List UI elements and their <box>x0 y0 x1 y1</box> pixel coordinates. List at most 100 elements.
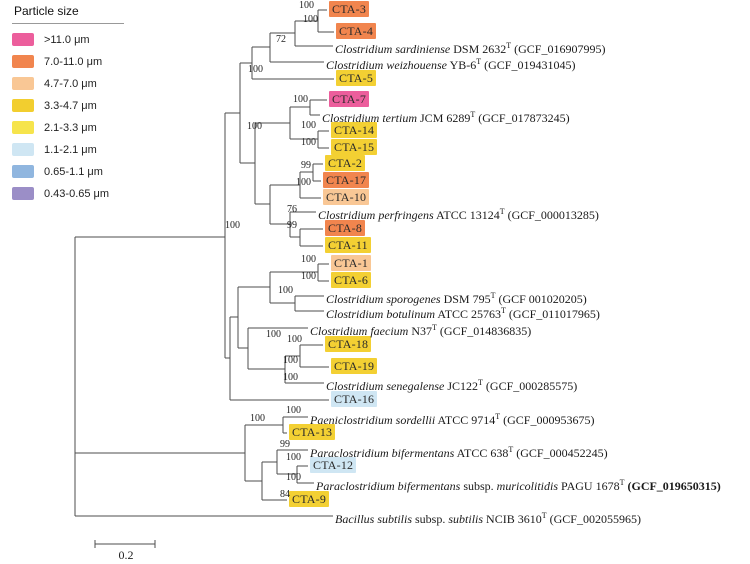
type-strain-superscript: T <box>478 378 483 387</box>
bootstrap-value: 76 <box>287 204 297 215</box>
cta-highlight: CTA-2 <box>325 155 366 171</box>
accession-number: (GCF_017873245) <box>475 111 570 125</box>
strain-id: N37 <box>408 324 433 338</box>
legend-swatch <box>12 187 34 200</box>
strain-id: YB-6 <box>447 58 477 72</box>
species-name: Clostridium weizhouense <box>326 58 448 72</box>
subsp-prefix: subsp. <box>460 479 497 493</box>
cta-highlight: CTA-8 <box>325 220 366 236</box>
strain-id: JC122 <box>444 379 479 393</box>
bootstrap-value: 100 <box>225 220 240 231</box>
subspecies-name: subtilis <box>448 512 484 526</box>
cta-highlight: CTA-5 <box>336 70 377 86</box>
species-name: Bacillus subtilis <box>335 512 413 526</box>
legend-swatch <box>12 33 34 46</box>
accession-number: (GCF_011017965) <box>505 307 600 321</box>
strain-id: ATCC 25763 <box>435 307 502 321</box>
species-name: Clostridium perfringens <box>318 208 434 222</box>
type-strain-superscript: T <box>495 412 501 421</box>
type-strain-superscript: T <box>432 323 437 332</box>
legend-item: >11.0 μm <box>12 33 124 46</box>
accession-number: (GCF_000452245) <box>513 446 608 460</box>
legend-item-label: 2.1-3.3 μm <box>44 121 97 134</box>
accession-number: (GCF_019650315) <box>624 479 721 493</box>
legend-item-label: 1.1-2.1 μm <box>44 143 97 156</box>
cta-highlight: CTA-13 <box>289 424 336 440</box>
taxon-label-bacillus-subtilis: Bacillus subtilis subsp. subtilis NCIB 3… <box>335 509 641 526</box>
type-strain-superscript: T <box>470 110 476 119</box>
taxon-label-clostridium-botulinum: Clostridium botulinum ATCC 25763T (GCF_0… <box>326 304 600 321</box>
legend-item-label: 7.0-11.0 μm <box>44 55 103 68</box>
taxon-label-cta-19: CTA-19 <box>331 358 378 374</box>
species-name: Clostridium botulinum <box>326 307 436 321</box>
taxon-label-paraclostridium-bifermentans-muricolitidis: Paraclostridium bifermentans subsp. muri… <box>316 476 721 493</box>
legend-title: Particle size <box>12 2 124 24</box>
species-name: Clostridium senegalense <box>326 379 445 393</box>
species-name: Paraclostridium bifermentans <box>316 479 461 493</box>
bootstrap-value: 100 <box>248 64 263 75</box>
cta-highlight: CTA-11 <box>325 237 371 253</box>
strain-id: PAGU 1678 <box>558 479 620 493</box>
legend-item-label: 4.7-7.0 μm <box>44 77 97 90</box>
strain-id: ATCC 13124 <box>433 208 500 222</box>
taxon-label-cta-16: CTA-16 <box>331 391 378 407</box>
cta-highlight: CTA-7 <box>329 91 370 107</box>
bootstrap-value: 100 <box>301 120 316 131</box>
cta-highlight: CTA-6 <box>331 272 372 288</box>
legend-swatch <box>12 99 34 112</box>
bootstrap-value: 100 <box>286 452 301 463</box>
taxon-label-cta-12: CTA-12 <box>310 457 357 473</box>
legend-item-label: 3.3-4.7 μm <box>44 99 97 112</box>
taxon-label-paraclostridium-bifermentans: Paraclostridium bifermentans ATCC 638T (… <box>310 443 608 460</box>
taxon-label-cta-18: CTA-18 <box>325 336 372 352</box>
type-strain-superscript: T <box>499 207 505 216</box>
type-strain-superscript: T <box>619 478 625 487</box>
bootstrap-value: 100 <box>286 472 301 483</box>
cta-highlight: CTA-1 <box>331 255 372 271</box>
legend-item-label: 0.65-1.1 μm <box>44 165 103 178</box>
subsp-prefix: subsp. <box>412 512 449 526</box>
taxon-label-cta-9: CTA-9 <box>289 491 330 507</box>
legend-item-label: 0.43-0.65 μm <box>44 187 110 200</box>
taxon-label-clostridium-perfringens: Clostridium perfringens ATCC 13124T (GCF… <box>318 205 599 222</box>
taxon-label-cta-13: CTA-13 <box>289 424 336 440</box>
legend-item: 3.3-4.7 μm <box>12 99 124 112</box>
legend-swatch <box>12 55 34 68</box>
legend-swatch <box>12 165 34 178</box>
bootstrap-value: 100 <box>293 94 308 105</box>
taxon-label-clostridium-weizhouense: Clostridium weizhouense YB-6T (GCF_01943… <box>326 55 575 72</box>
type-strain-superscript: T <box>490 291 496 300</box>
bootstrap-value: 99 <box>280 439 290 450</box>
taxon-label-cta-8: CTA-8 <box>325 220 366 236</box>
cta-highlight: CTA-9 <box>289 491 330 507</box>
species-name: Paeniclostridium sordellii <box>310 413 436 427</box>
cta-highlight: CTA-16 <box>331 391 378 407</box>
cta-highlight: CTA-17 <box>323 172 370 188</box>
legend-swatch <box>12 143 34 156</box>
bootstrap-value: 100 <box>283 355 298 366</box>
legend-item: 1.1-2.1 μm <box>12 143 124 156</box>
cta-highlight: CTA-14 <box>331 122 378 138</box>
bootstrap-value: 100 <box>303 14 318 25</box>
taxon-label-cta-10: CTA-10 <box>323 189 370 205</box>
cta-highlight: CTA-19 <box>331 358 378 374</box>
cta-highlight: CTA-18 <box>325 336 372 352</box>
bootstrap-value: 84 <box>280 489 290 500</box>
bootstrap-value: 100 <box>299 0 314 11</box>
taxon-label-cta-11: CTA-11 <box>325 237 371 253</box>
taxon-label-clostridium-tertium: Clostridium tertium JCM 6289T (GCF_01787… <box>322 108 570 125</box>
strain-id: DSM 795 <box>440 292 491 306</box>
taxon-label-cta-2: CTA-2 <box>325 155 366 171</box>
tree-branch-lines <box>74 9 334 548</box>
accession-number: (GCF_002055965) <box>546 512 641 526</box>
accession-number: (GCF_019431045) <box>481 58 576 72</box>
particle-size-legend: Particle size >11.0 μm 7.0-11.0 μm 4.7-7… <box>12 2 124 200</box>
type-strain-superscript: T <box>506 41 512 50</box>
strain-id: JCM 6289 <box>417 111 471 125</box>
type-strain-superscript: T <box>508 445 514 454</box>
bootstrap-value: 100 <box>301 137 316 148</box>
taxon-label-clostridium-sporogenes: Clostridium sporogenes DSM 795T (GCF 001… <box>326 289 587 306</box>
legend-item: 0.43-0.65 μm <box>12 187 124 200</box>
